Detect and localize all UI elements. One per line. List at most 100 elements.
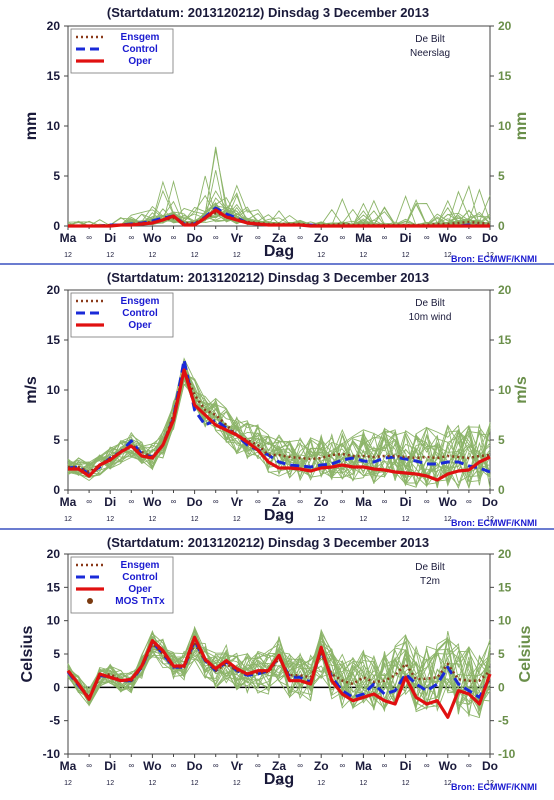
x-hour-label: 12 — [444, 780, 452, 787]
x-day-label: Wo — [143, 495, 161, 509]
y-tick-label-left: 10 — [47, 119, 61, 133]
ensemble-member-line — [67, 637, 491, 706]
y-axis-label-right: Celsius — [517, 625, 534, 682]
x-midnight-marker: ∞ — [339, 497, 345, 506]
ensemble-member-line — [67, 369, 491, 488]
x-hour-label: 12 — [191, 780, 199, 787]
x-hour-label: 12 — [317, 516, 325, 523]
x-hour-label: 12 — [275, 516, 283, 523]
x-midnight-marker: ∞ — [297, 761, 303, 770]
x-midnight-marker: ∞ — [213, 233, 219, 242]
x-hour-label: 12 — [360, 252, 368, 259]
x-midnight-marker: ∞ — [382, 761, 388, 770]
x-day-label: Ma — [355, 231, 372, 245]
x-midnight-marker: ∞ — [424, 233, 430, 242]
x-hour-label: 12 — [444, 516, 452, 523]
x-day-label: Za — [272, 495, 286, 509]
x-day-label: Zo — [314, 231, 329, 245]
y-tick-label-right: 20 — [498, 547, 512, 561]
x-hour-label: 12 — [317, 780, 325, 787]
ensemble-member-line — [67, 631, 491, 711]
y-tick-label-left: 5 — [53, 169, 60, 183]
series-line-oper — [68, 208, 490, 228]
x-hour-label: 12 — [360, 780, 368, 787]
legend-marker-mos — [87, 598, 93, 604]
series-line-oper — [68, 368, 491, 482]
x-hour-label: 12 — [191, 252, 199, 259]
x-midnight-marker: ∞ — [297, 233, 303, 242]
x-day-label: Zo — [314, 759, 329, 773]
y-tick-label-right: 5 — [498, 433, 505, 447]
ensemble-member-line — [67, 631, 491, 713]
y-tick-label-left: -10 — [43, 747, 61, 761]
x-day-label: Vr — [231, 759, 243, 773]
y-tick-label-left: 15 — [47, 69, 61, 83]
x-midnight-marker: ∞ — [382, 497, 388, 506]
x-midnight-marker: ∞ — [466, 761, 472, 770]
x-axis-label: Dag — [264, 771, 294, 788]
x-hour-label: 12 — [191, 516, 199, 523]
y-tick-label-left: 20 — [47, 283, 61, 297]
y-tick-label-left: 0 — [53, 219, 60, 233]
y-tick-label-right: 10 — [498, 383, 512, 397]
y-tick-label-left: 20 — [47, 547, 61, 561]
x-axis-label: Dag — [264, 243, 294, 260]
x-hour-label: 12 — [64, 780, 72, 787]
x-midnight-marker: ∞ — [255, 761, 261, 770]
x-day-label: Vr — [231, 495, 243, 509]
x-hour-label: 12 — [106, 780, 114, 787]
y-tick-label-right: 15 — [498, 333, 512, 347]
legend-label: Control — [122, 308, 158, 319]
chart-title: (Startdatum: 2013120212) Dinsdag 3 Decem… — [107, 270, 429, 285]
x-day-label: Wo — [439, 231, 457, 245]
y-tick-label-left: 5 — [53, 433, 60, 447]
x-hour-label: 12 — [149, 516, 157, 523]
y-tick-label-right: 0 — [498, 219, 505, 233]
x-midnight-marker: ∞ — [424, 497, 430, 506]
x-day-label: Wo — [439, 495, 457, 509]
y-tick-label-left: 10 — [47, 614, 61, 628]
x-hour-label: 12 — [275, 780, 283, 787]
x-day-label: Ma — [355, 759, 372, 773]
legend-label: Ensgem — [121, 296, 160, 307]
y-tick-label-right: 20 — [498, 19, 512, 33]
legend-label: Oper — [128, 584, 151, 595]
y-axis-label-right: mm — [513, 112, 530, 140]
x-midnight-marker: ∞ — [339, 233, 345, 242]
legend-box — [70, 556, 174, 614]
y-tick-label-right: 5 — [498, 647, 505, 661]
x-hour-label: 12 — [486, 252, 494, 259]
source-credit: Bron: ECMWF/KNMI — [451, 254, 537, 264]
legend-label: Oper — [128, 56, 151, 67]
ensemble-member-line — [67, 628, 491, 711]
x-day-label: Di — [400, 495, 412, 509]
x-day-label: Vr — [231, 231, 243, 245]
x-hour-label: 12 — [233, 252, 241, 259]
x-day-label: Do — [187, 495, 203, 509]
location-label: De Bilt — [415, 298, 445, 309]
x-day-label: Zo — [314, 495, 329, 509]
x-hour-label: 12 — [317, 252, 325, 259]
y-tick-label-left: 15 — [47, 580, 61, 594]
x-hour-label: 12 — [233, 516, 241, 523]
chart-title: (Startdatum: 2013120212) Dinsdag 3 Decem… — [107, 535, 429, 550]
x-midnight-marker: ∞ — [339, 761, 345, 770]
x-day-label: Do — [187, 231, 203, 245]
legend-label: Oper — [128, 320, 151, 331]
y-tick-label-right: 5 — [498, 169, 505, 183]
x-day-label: Do — [482, 495, 498, 509]
x-hour-label: 12 — [149, 252, 157, 259]
x-hour-label: 12 — [106, 252, 114, 259]
x-day-label: Ma — [60, 759, 77, 773]
x-day-label: Wo — [439, 759, 457, 773]
y-tick-label-left: 20 — [47, 19, 61, 33]
x-midnight-marker: ∞ — [171, 761, 177, 770]
x-midnight-marker: ∞ — [128, 497, 134, 506]
panel-3: (Startdatum: 2013120212) Dinsdag 3 Decem… — [19, 535, 537, 792]
legend-label: Ensgem — [121, 560, 160, 571]
x-hour-label: 12 — [149, 780, 157, 787]
x-hour-label: 12 — [64, 252, 72, 259]
x-midnight-marker: ∞ — [171, 497, 177, 506]
x-midnight-marker: ∞ — [255, 233, 261, 242]
